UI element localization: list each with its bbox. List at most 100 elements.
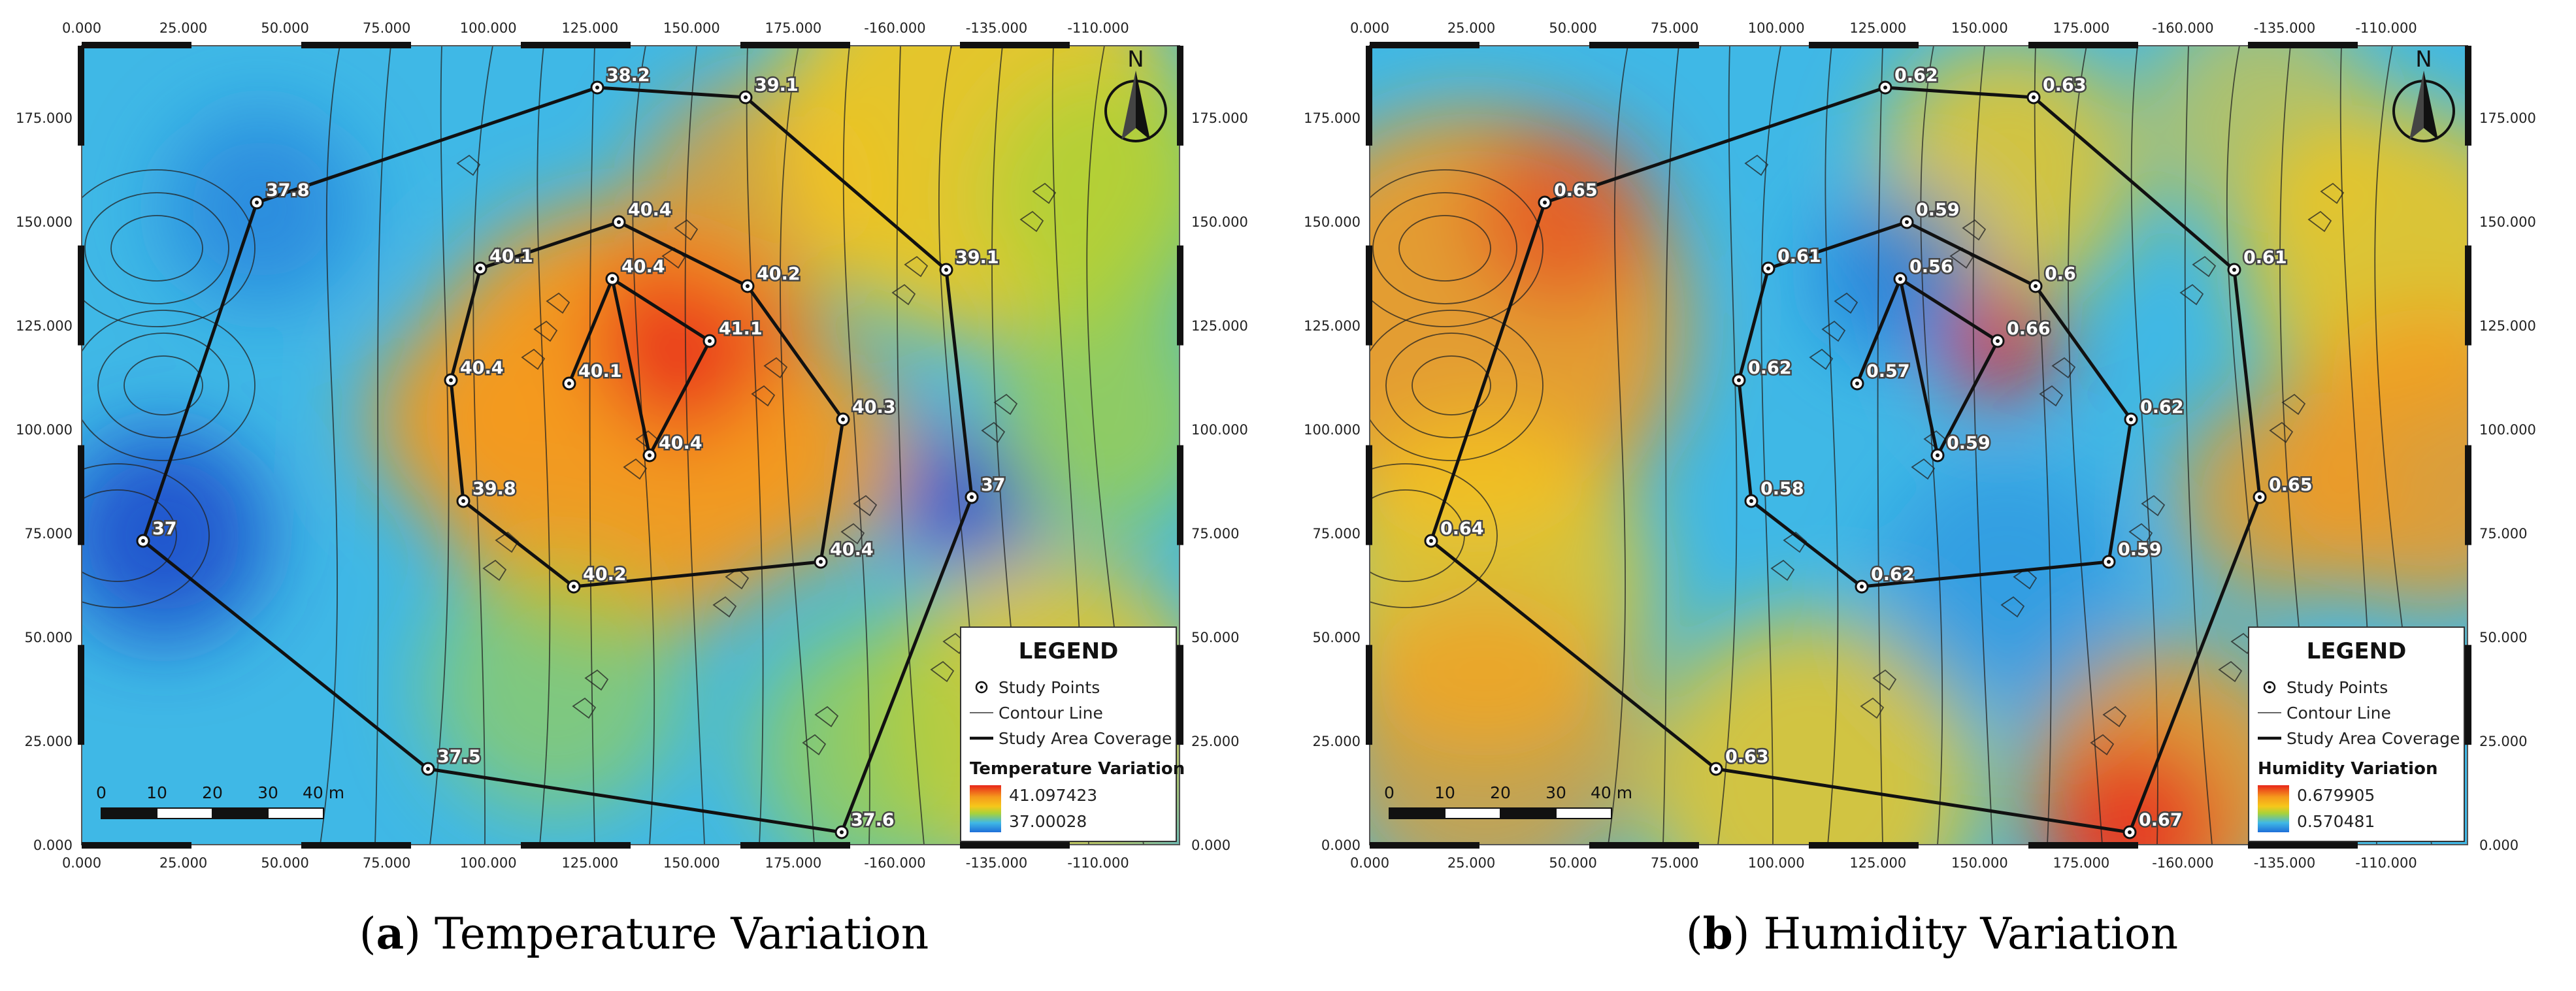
edge-tick bbox=[1370, 842, 1479, 849]
north-arrow-right bbox=[1136, 71, 1150, 140]
caption-temperature: (a) Temperature Variation bbox=[359, 908, 929, 959]
scale-label: 20 bbox=[1490, 783, 1511, 802]
contour-pocket bbox=[2039, 385, 2064, 407]
contour-line bbox=[780, 46, 815, 845]
study-point-center bbox=[648, 453, 652, 457]
contour-pocket bbox=[482, 559, 507, 581]
contour-pocket bbox=[674, 219, 699, 241]
contour-pocket bbox=[1911, 458, 1936, 480]
scale-segment bbox=[156, 807, 213, 819]
y-tick-left: 50.000 bbox=[25, 630, 73, 645]
x-tick-top: 100.000 bbox=[460, 20, 517, 36]
contour-line bbox=[374, 46, 391, 845]
contour-ring bbox=[1412, 355, 1491, 415]
study-point-center bbox=[1936, 453, 1940, 457]
y-tick-right: 50.000 bbox=[2479, 630, 2527, 645]
x-tick-top: 125.000 bbox=[561, 20, 618, 36]
study-point-center bbox=[970, 495, 974, 499]
study-point-center bbox=[746, 284, 750, 288]
y-tick-left: 75.000 bbox=[1313, 526, 1361, 542]
study-point-label: 37.5 bbox=[437, 747, 481, 767]
study-point-label: 0.65 bbox=[1554, 180, 1598, 201]
legend: LEGEND Study Points Contour Line Study Area… bbox=[2248, 626, 2465, 842]
study-point-label: 0.63 bbox=[1725, 747, 1769, 767]
contour-line bbox=[842, 46, 870, 845]
field-blob bbox=[2039, 738, 2222, 845]
contour-pocket bbox=[712, 596, 737, 618]
study-point-label: 0.58 bbox=[1760, 479, 1804, 499]
legend: LEGEND Study Points Contour Line Study Area… bbox=[960, 626, 1185, 842]
contour-pocket bbox=[661, 247, 686, 269]
contour-pocket bbox=[2128, 523, 2153, 545]
contour-pocket bbox=[2307, 210, 2332, 233]
edge-tick bbox=[1809, 842, 1919, 849]
contour-pocket bbox=[2051, 357, 2076, 379]
contour-pocket bbox=[1809, 348, 1834, 370]
study-point-label: 0.62 bbox=[1894, 65, 1938, 86]
x-tick-top: -110.000 bbox=[2355, 20, 2417, 36]
y-tick-right: 150.000 bbox=[1191, 214, 1248, 230]
x-tick-bottom: 175.000 bbox=[2053, 855, 2109, 871]
field-blob bbox=[366, 327, 549, 510]
legend-color-ramp bbox=[2258, 785, 2289, 832]
y-tick-right: 0.000 bbox=[1191, 837, 1230, 853]
contour-pocket bbox=[1949, 247, 1974, 269]
study-point-center bbox=[1749, 499, 1753, 503]
contour-pocket bbox=[993, 393, 1018, 415]
contour-pocket bbox=[2218, 660, 2243, 683]
x-tick-bottom: -160.000 bbox=[2152, 855, 2213, 871]
contour-pocket bbox=[2192, 255, 2217, 278]
edge-tick bbox=[2465, 445, 2471, 545]
study-point-label: 0.61 bbox=[1777, 246, 1821, 267]
legend-coverage: Study Area Coverage bbox=[2287, 729, 2460, 748]
contour-line bbox=[1760, 46, 1781, 845]
north-arrow-right bbox=[2424, 71, 2438, 140]
contour-line bbox=[589, 46, 595, 845]
edge-tick bbox=[301, 42, 411, 48]
scale-label: 0 bbox=[1384, 783, 1395, 802]
study-point-center bbox=[461, 499, 465, 503]
contour-pocket bbox=[2281, 393, 2306, 415]
y-tick-right: 100.000 bbox=[2479, 422, 2536, 438]
contour-pocket bbox=[521, 348, 546, 370]
field-blob bbox=[980, 65, 1180, 327]
study-point-label: 40.2 bbox=[757, 264, 801, 284]
legend-variation-title: Temperature Variation bbox=[970, 759, 1185, 779]
study-point-label: 0.62 bbox=[1748, 358, 1792, 378]
study-point-center bbox=[567, 382, 571, 385]
study-point-label: 40.3 bbox=[852, 397, 896, 417]
contour-ring bbox=[82, 489, 177, 582]
x-tick-top: 175.000 bbox=[2053, 20, 2109, 36]
study-point-label: 40.4 bbox=[659, 433, 702, 453]
x-tick-bottom: -135.000 bbox=[2254, 855, 2315, 871]
scale-label: 40 m bbox=[1591, 783, 1632, 802]
scale-label: 0 bbox=[96, 783, 107, 802]
study-point-label: 0.63 bbox=[2043, 75, 2087, 95]
field-blob bbox=[425, 555, 686, 817]
x-tick-bottom: 0.000 bbox=[1350, 855, 1389, 871]
contour-ring bbox=[1398, 215, 1491, 282]
y-tick-right: 75.000 bbox=[1191, 526, 1239, 542]
field-blob bbox=[82, 431, 268, 640]
coverage-line bbox=[610, 277, 712, 457]
study-point-label: 40.4 bbox=[621, 257, 665, 277]
edge-tick bbox=[521, 842, 631, 849]
x-tick-top: 100.000 bbox=[1748, 20, 1805, 36]
contour-line bbox=[632, 46, 655, 845]
study-point-center bbox=[2128, 830, 2132, 834]
contour-pocket bbox=[802, 734, 827, 756]
study-points: 0.64 0.65 0.62 0.63 0.61 0.65 0.67 0.63 0.61 0.59… bbox=[1424, 64, 2314, 839]
scale-segment bbox=[1389, 807, 1445, 819]
contour-line bbox=[2130, 46, 2158, 845]
contour-pocket bbox=[763, 357, 788, 379]
x-tick-bottom: -110.000 bbox=[1067, 855, 1129, 871]
study-point-label: 38.2 bbox=[606, 65, 650, 86]
x-tick-bottom: 125.000 bbox=[1849, 855, 1906, 871]
study-point-center bbox=[141, 539, 145, 543]
y-tick-right: 175.000 bbox=[2479, 110, 2536, 126]
contour-pocket bbox=[1872, 669, 1897, 691]
y-tick-right: 25.000 bbox=[2479, 734, 2527, 749]
legend-coverage: Study Area Coverage bbox=[999, 729, 1172, 748]
y-tick-right: 150.000 bbox=[2479, 214, 2536, 230]
y-tick-right: 25.000 bbox=[1191, 734, 1239, 749]
